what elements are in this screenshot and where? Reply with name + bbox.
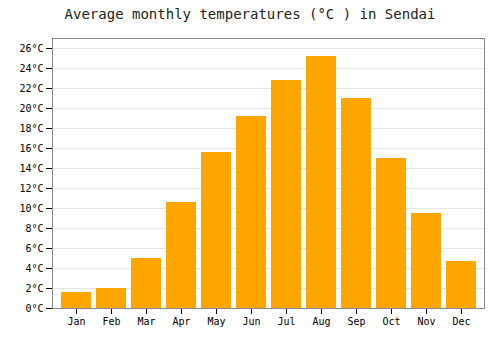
svg-text:22°C: 22°C <box>19 83 43 94</box>
svg-text:12°C: 12°C <box>19 183 43 194</box>
svg-text:Oct: Oct <box>382 316 400 327</box>
svg-text:Dec: Dec <box>452 316 470 327</box>
svg-text:Feb: Feb <box>102 316 120 327</box>
svg-text:Sep: Sep <box>347 316 365 327</box>
svg-text:0°C: 0°C <box>25 303 43 314</box>
svg-text:20°C: 20°C <box>19 103 43 114</box>
svg-text:2°C: 2°C <box>25 283 43 294</box>
svg-text:4°C: 4°C <box>25 263 43 274</box>
svg-text:Jul: Jul <box>277 316 295 327</box>
svg-text:14°C: 14°C <box>19 163 43 174</box>
svg-text:Aug: Aug <box>312 316 330 327</box>
svg-text:May: May <box>207 316 225 327</box>
svg-text:16°C: 16°C <box>19 143 43 154</box>
svg-text:10°C: 10°C <box>19 203 43 214</box>
svg-text:18°C: 18°C <box>19 123 43 134</box>
svg-text:Nov: Nov <box>417 316 435 327</box>
svg-text:Mar: Mar <box>137 316 155 327</box>
svg-text:8°C: 8°C <box>25 223 43 234</box>
svg-text:Apr: Apr <box>172 316 190 327</box>
svg-text:Jun: Jun <box>242 316 260 327</box>
svg-text:24°C: 24°C <box>19 63 43 74</box>
svg-text:Jan: Jan <box>67 316 85 327</box>
html-text:Average monthly temperatures (: Average monthly temperatures (°C ) in Se… <box>64 6 436 22</box>
svg-text:6°C: 6°C <box>25 243 43 254</box>
svg-text:26°C: 26°C <box>19 43 43 54</box>
